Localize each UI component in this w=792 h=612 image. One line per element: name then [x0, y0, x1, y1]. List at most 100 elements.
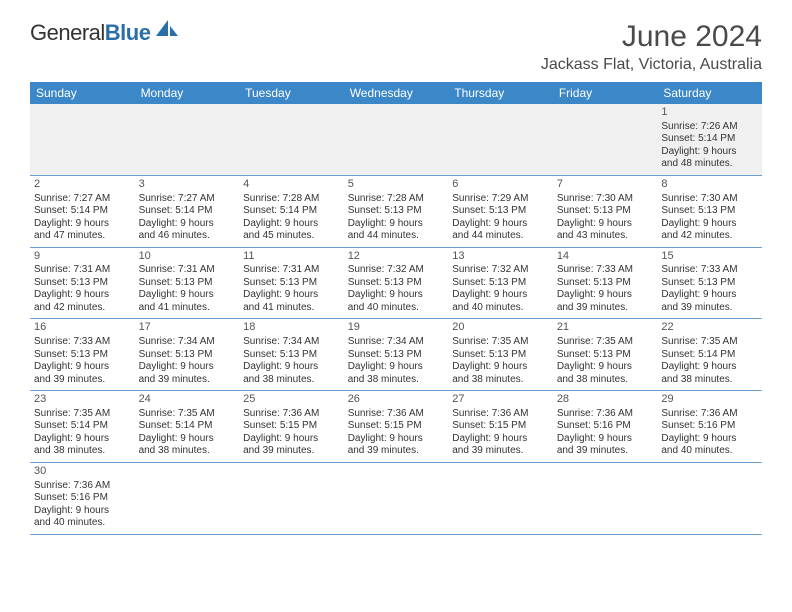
- calendar-week-row: 16Sunrise: 7:33 AMSunset: 5:13 PMDayligh…: [30, 319, 762, 391]
- daylight-text: and 40 minutes.: [452, 302, 549, 315]
- daylight-text: and 44 minutes.: [348, 230, 445, 243]
- day-header: Sunday: [30, 82, 135, 104]
- daylight-text: Daylight: 9 hours: [661, 361, 758, 374]
- day-number: 8: [661, 178, 758, 192]
- title-block: June 2024 Jackass Flat, Victoria, Austra…: [541, 20, 762, 74]
- day-number: 9: [34, 250, 131, 264]
- sunrise-text: Sunrise: 7:33 AM: [661, 264, 758, 277]
- calendar-day-cell: 15Sunrise: 7:33 AMSunset: 5:13 PMDayligh…: [657, 247, 762, 319]
- daylight-text: Daylight: 9 hours: [34, 289, 131, 302]
- sunset-text: Sunset: 5:13 PM: [557, 349, 654, 362]
- daylight-text: Daylight: 9 hours: [348, 289, 445, 302]
- day-number: 11: [243, 250, 340, 264]
- day-number: 2: [34, 178, 131, 192]
- daylight-text: and 38 minutes.: [557, 374, 654, 387]
- calendar-body: 1Sunrise: 7:26 AMSunset: 5:14 PMDaylight…: [30, 104, 762, 534]
- calendar-day-cell: 12Sunrise: 7:32 AMSunset: 5:13 PMDayligh…: [344, 247, 449, 319]
- sunrise-text: Sunrise: 7:34 AM: [139, 336, 236, 349]
- day-number: 3: [139, 178, 236, 192]
- daylight-text: and 41 minutes.: [139, 302, 236, 315]
- day-number: 24: [139, 393, 236, 407]
- brand-logo: GeneralBlue: [30, 20, 180, 46]
- day-number: 1: [661, 106, 758, 120]
- logo-text-b: Blue: [105, 20, 151, 46]
- day-header: Saturday: [657, 82, 762, 104]
- daylight-text: Daylight: 9 hours: [243, 289, 340, 302]
- daylight-text: and 39 minutes.: [557, 302, 654, 315]
- sunrise-text: Sunrise: 7:33 AM: [34, 336, 131, 349]
- calendar-day-cell: 25Sunrise: 7:36 AMSunset: 5:15 PMDayligh…: [239, 391, 344, 463]
- daylight-text: Daylight: 9 hours: [139, 433, 236, 446]
- daylight-text: Daylight: 9 hours: [452, 289, 549, 302]
- day-number: 28: [557, 393, 654, 407]
- sunrise-text: Sunrise: 7:36 AM: [34, 480, 131, 493]
- daylight-text: and 40 minutes.: [348, 302, 445, 315]
- sunrise-text: Sunrise: 7:31 AM: [139, 264, 236, 277]
- month-title: June 2024: [541, 20, 762, 54]
- calendar-week-row: 30Sunrise: 7:36 AMSunset: 5:16 PMDayligh…: [30, 462, 762, 534]
- sunset-text: Sunset: 5:13 PM: [348, 277, 445, 290]
- daylight-text: and 39 minutes.: [348, 445, 445, 458]
- daylight-text: Daylight: 9 hours: [34, 433, 131, 446]
- calendar-day-cell: [135, 462, 240, 534]
- calendar-week-row: 2 Sunrise: 7:27 AM Sunset: 5:14 PM Daylight…: [30, 175, 762, 247]
- daylight-text: Daylight: 9 hours: [452, 361, 549, 374]
- sunset-text: Sunset: 5:13 PM: [34, 349, 131, 362]
- calendar-day-cell: [448, 104, 553, 175]
- sunset-text: Sunset: 5:16 PM: [34, 492, 131, 505]
- sunset-text: Sunset: 5:14 PM: [243, 205, 340, 218]
- sunset-text: Sunset: 5:13 PM: [452, 277, 549, 290]
- calendar-week-row: 1Sunrise: 7:26 AMSunset: 5:14 PMDaylight…: [30, 104, 762, 175]
- sunrise-text: Sunrise: 7:26 AM: [661, 121, 758, 134]
- daylight-text: Daylight: 9 hours: [452, 433, 549, 446]
- sunrise-text: Sunrise: 7:29 AM: [452, 193, 549, 206]
- daylight-text: Daylight: 9 hours: [34, 218, 131, 231]
- calendar-day-cell: 7Sunrise: 7:30 AMSunset: 5:13 PMDaylight…: [553, 175, 658, 247]
- calendar-day-cell: 1Sunrise: 7:26 AMSunset: 5:14 PMDaylight…: [657, 104, 762, 175]
- daylight-text: Daylight: 9 hours: [661, 218, 758, 231]
- day-number: 17: [139, 321, 236, 335]
- calendar-header-row: Sunday Monday Tuesday Wednesday Thursday…: [30, 82, 762, 104]
- sunrise-text: Sunrise: 7:27 AM: [139, 193, 236, 206]
- sunset-text: Sunset: 5:13 PM: [139, 349, 236, 362]
- sunset-text: Sunset: 5:13 PM: [557, 277, 654, 290]
- calendar-day-cell: 21Sunrise: 7:35 AMSunset: 5:13 PMDayligh…: [553, 319, 658, 391]
- day-number: 12: [348, 250, 445, 264]
- sunrise-text: Sunrise: 7:35 AM: [139, 408, 236, 421]
- daylight-text: Daylight: 9 hours: [661, 289, 758, 302]
- calendar-day-cell: 9Sunrise: 7:31 AMSunset: 5:13 PMDaylight…: [30, 247, 135, 319]
- day-header: Thursday: [448, 82, 553, 104]
- calendar-week-row: 9Sunrise: 7:31 AMSunset: 5:13 PMDaylight…: [30, 247, 762, 319]
- sunrise-text: Sunrise: 7:28 AM: [348, 193, 445, 206]
- calendar-day-cell: 27Sunrise: 7:36 AMSunset: 5:15 PMDayligh…: [448, 391, 553, 463]
- daylight-text: and 38 minutes.: [139, 445, 236, 458]
- calendar-day-cell: 5Sunrise: 7:28 AMSunset: 5:13 PMDaylight…: [344, 175, 449, 247]
- day-number: 19: [348, 321, 445, 335]
- daylight-text: and 38 minutes.: [243, 374, 340, 387]
- sunset-text: Sunset: 5:15 PM: [243, 420, 340, 433]
- day-header: Wednesday: [344, 82, 449, 104]
- daylight-text: and 39 minutes.: [661, 302, 758, 315]
- daylight-text: Daylight: 9 hours: [557, 361, 654, 374]
- daylight-text: and 38 minutes.: [661, 374, 758, 387]
- sunset-text: Sunset: 5:13 PM: [34, 277, 131, 290]
- day-number: 20: [452, 321, 549, 335]
- daylight-text: Daylight: 9 hours: [243, 361, 340, 374]
- sunset-text: Sunset: 5:13 PM: [557, 205, 654, 218]
- sunset-text: Sunset: 5:16 PM: [661, 420, 758, 433]
- sunrise-text: Sunrise: 7:31 AM: [243, 264, 340, 277]
- daylight-text: and 42 minutes.: [661, 230, 758, 243]
- calendar-day-cell: 10Sunrise: 7:31 AMSunset: 5:13 PMDayligh…: [135, 247, 240, 319]
- calendar-day-cell: 29Sunrise: 7:36 AMSunset: 5:16 PMDayligh…: [657, 391, 762, 463]
- sunset-text: Sunset: 5:14 PM: [661, 349, 758, 362]
- daylight-text: Daylight: 9 hours: [452, 218, 549, 231]
- sunrise-text: Sunrise: 7:31 AM: [34, 264, 131, 277]
- sunset-text: Sunset: 5:13 PM: [243, 277, 340, 290]
- calendar-day-cell: [344, 104, 449, 175]
- calendar-day-cell: 28Sunrise: 7:36 AMSunset: 5:16 PMDayligh…: [553, 391, 658, 463]
- daylight-text: Daylight: 9 hours: [348, 361, 445, 374]
- daylight-text: and 46 minutes.: [139, 230, 236, 243]
- calendar-day-cell: 8Sunrise: 7:30 AMSunset: 5:13 PMDaylight…: [657, 175, 762, 247]
- daylight-text: and 39 minutes.: [557, 445, 654, 458]
- sunset-text: Sunset: 5:14 PM: [139, 420, 236, 433]
